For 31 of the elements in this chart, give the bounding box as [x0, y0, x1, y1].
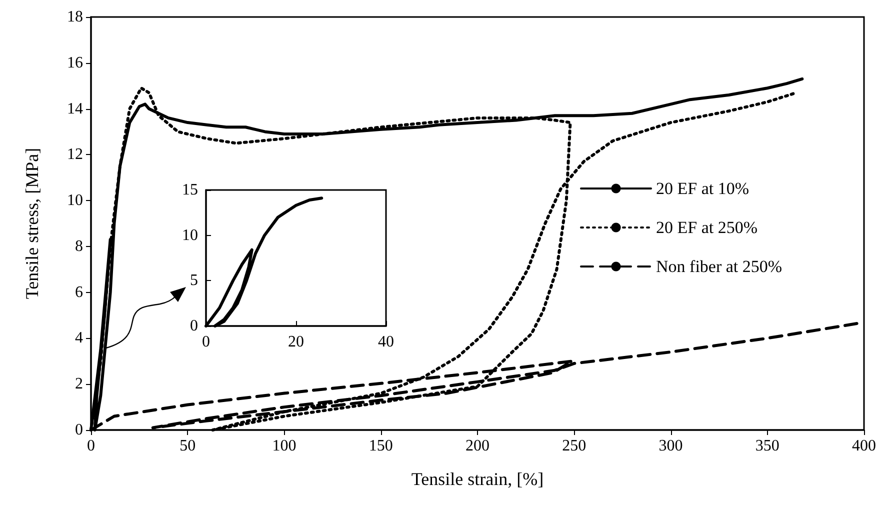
x-tick-label: 300 — [658, 438, 683, 454]
y-tick-label: 18 — [67, 8, 83, 26]
legend-label: Non fiber at 250% — [656, 257, 782, 276]
x-tick-label: 0 — [202, 334, 210, 350]
y-tick-label: 14 — [67, 100, 83, 118]
x-tick-label: 40 — [378, 334, 394, 350]
x-tick-label: 20 — [288, 334, 304, 350]
y-tick-label: 0 — [75, 422, 83, 438]
y-tick-label: 8 — [75, 238, 83, 255]
y-tick-label: 10 — [182, 226, 198, 244]
x-tick-label: 250 — [562, 438, 586, 454]
y-tick-label: 0 — [190, 318, 198, 334]
x-tick-label: 50 — [180, 438, 196, 454]
legend-label: 20 EF at 250% — [656, 218, 758, 237]
x-tick-label: 350 — [755, 438, 780, 454]
x-axis-title: Tensile strain, [%] — [411, 469, 544, 489]
y-tick-label: 15 — [182, 182, 198, 198]
y-tick-label: 5 — [190, 272, 198, 290]
y-tick-label: 2 — [75, 376, 83, 393]
legend-label: 20 EF at 10% — [656, 179, 750, 198]
x-tick-label: 0 — [87, 438, 95, 454]
x-tick-label: 200 — [466, 438, 490, 454]
y-tick-label: 4 — [75, 330, 83, 347]
y-tick-label: 16 — [67, 54, 83, 72]
y-tick-label: 10 — [67, 192, 83, 210]
x-tick-label: 400 — [852, 438, 876, 454]
y-tick-label: 12 — [67, 146, 83, 164]
x-tick-label: 100 — [272, 438, 296, 454]
y-tick-label: 6 — [75, 284, 83, 301]
x-tick-label: 150 — [368, 438, 393, 454]
y-axis-title: Tensile stress, [MPa] — [22, 148, 42, 300]
